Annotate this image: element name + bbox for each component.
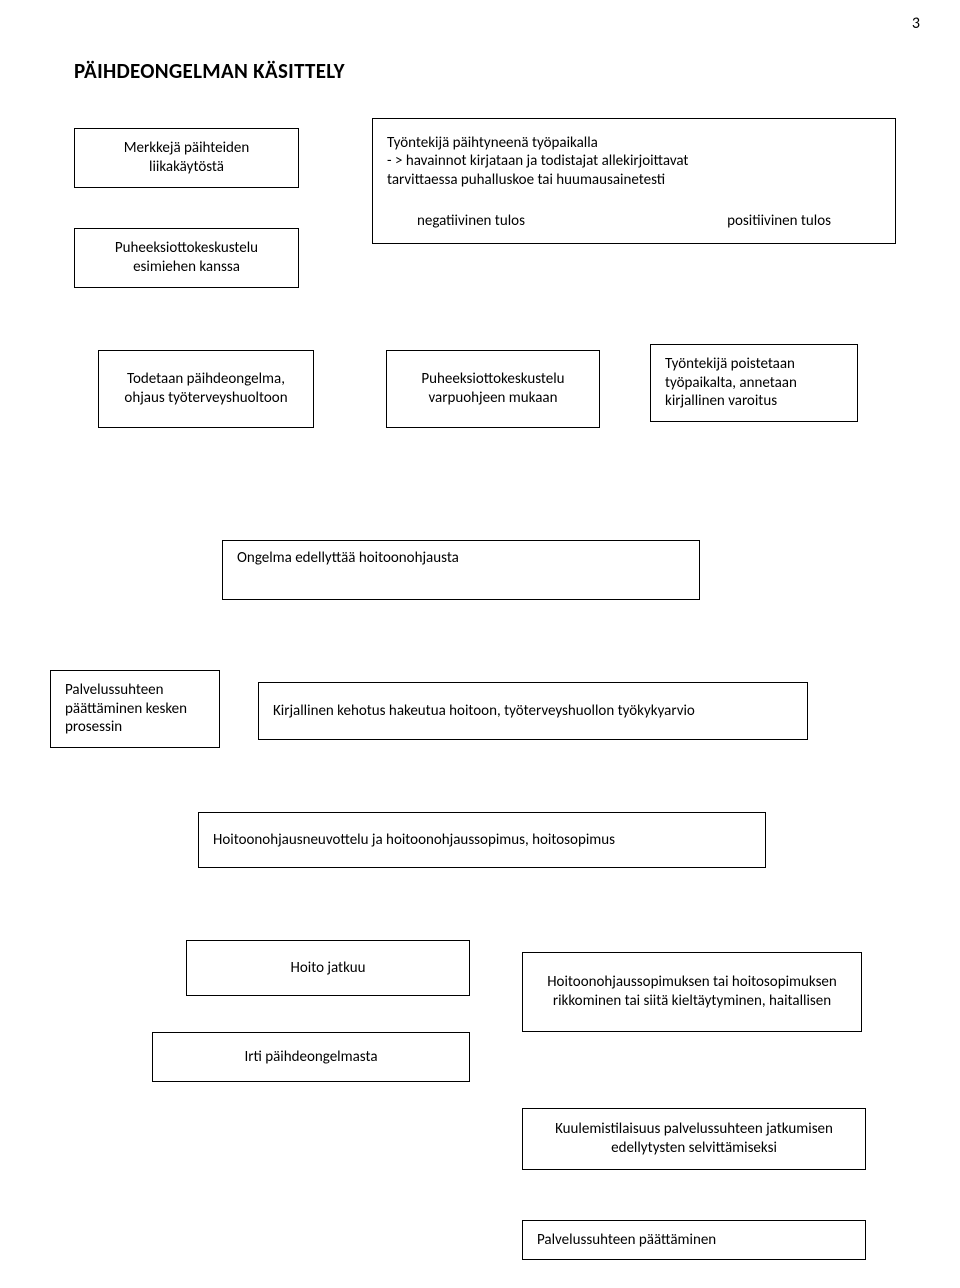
box-text: Puheeksiottokeskustelu esimiehen kanssa <box>89 239 284 277</box>
page-number: 3 <box>912 14 920 33</box>
box-employment-termination: Palvelussuhteen päättäminen <box>522 1220 866 1260</box>
box-hearing: Kuulemistilaisuus palvelussuhteen jatkum… <box>522 1108 866 1170</box>
box-signs-of-overuse: Merkkejä päihteiden liikakäytöstä <box>74 128 299 188</box>
box-text: Merkkejä päihteiden liikakäytöstä <box>89 139 284 177</box>
box-text: Todetaan päihdeongelma, ohjaus työtervey… <box>113 370 299 408</box>
box-referral-negotiation: Hoitoonohjausneuvottelu ja hoitoonohjaus… <box>198 812 766 868</box>
box-intoxicated-at-work: Työntekijä päihtyneenä työpaikalla - > h… <box>372 118 896 244</box>
box-requires-referral: Ongelma edellyttää hoitoonohjausta <box>222 540 700 600</box>
box-text: Hoitoonohjausneuvottelu ja hoitoonohjaus… <box>213 831 615 850</box>
box-text: Puheeksiottokeskustelu varpuohjeen mukaa… <box>401 370 585 408</box>
box-text: Kuulemistilaisuus palvelussuhteen jatkum… <box>537 1120 851 1158</box>
box-free-of-problem: Irti päihdeongelmasta <box>152 1032 470 1082</box>
label-positive-result: positiivinen tulos <box>727 212 831 231</box>
box-discussion-with-supervisor: Puheeksiottokeskustelu esimiehen kanssa <box>74 228 299 288</box>
box-text: Hoitoonohjaussopimuksen tai hoitosopimuk… <box>537 973 847 1011</box>
box-text: Kirjallinen kehotus hakeutua hoitoon, ty… <box>273 702 695 721</box>
box-written-request-treatment: Kirjallinen kehotus hakeutua hoitoon, ty… <box>258 682 808 740</box>
box-text: Palvelussuhteen päättäminen kesken prose… <box>65 681 205 737</box>
box-text: Työntekijä päihtyneenä työpaikalla - > h… <box>387 134 688 190</box>
box-text: Hoito jatkuu <box>291 959 366 978</box>
box-discussion-varpu: Puheeksiottokeskustelu varpuohjeen mukaa… <box>386 350 600 428</box>
box-treatment-continues: Hoito jatkuu <box>186 940 470 996</box>
box-text: Ongelma edellyttää hoitoonohjausta <box>237 549 459 568</box>
box-text: Irti päihdeongelmasta <box>244 1048 377 1067</box>
box-text: Palvelussuhteen päättäminen <box>537 1231 716 1250</box>
box-termination-during-process: Palvelussuhteen päättäminen kesken prose… <box>50 670 220 748</box>
box-problem-identified: Todetaan päihdeongelma, ohjaus työtervey… <box>98 350 314 428</box>
page-title: PÄIHDEONGELMAN KÄSITTELY <box>74 58 345 84</box>
label-negative-result: negatiivinen tulos <box>417 212 525 231</box>
box-agreement-breach: Hoitoonohjaussopimuksen tai hoitosopimuk… <box>522 952 862 1032</box>
box-employee-removed: Työntekijä poistetaan työpaikalta, annet… <box>650 344 858 422</box>
box-text: Työntekijä poistetaan työpaikalta, annet… <box>665 355 843 411</box>
